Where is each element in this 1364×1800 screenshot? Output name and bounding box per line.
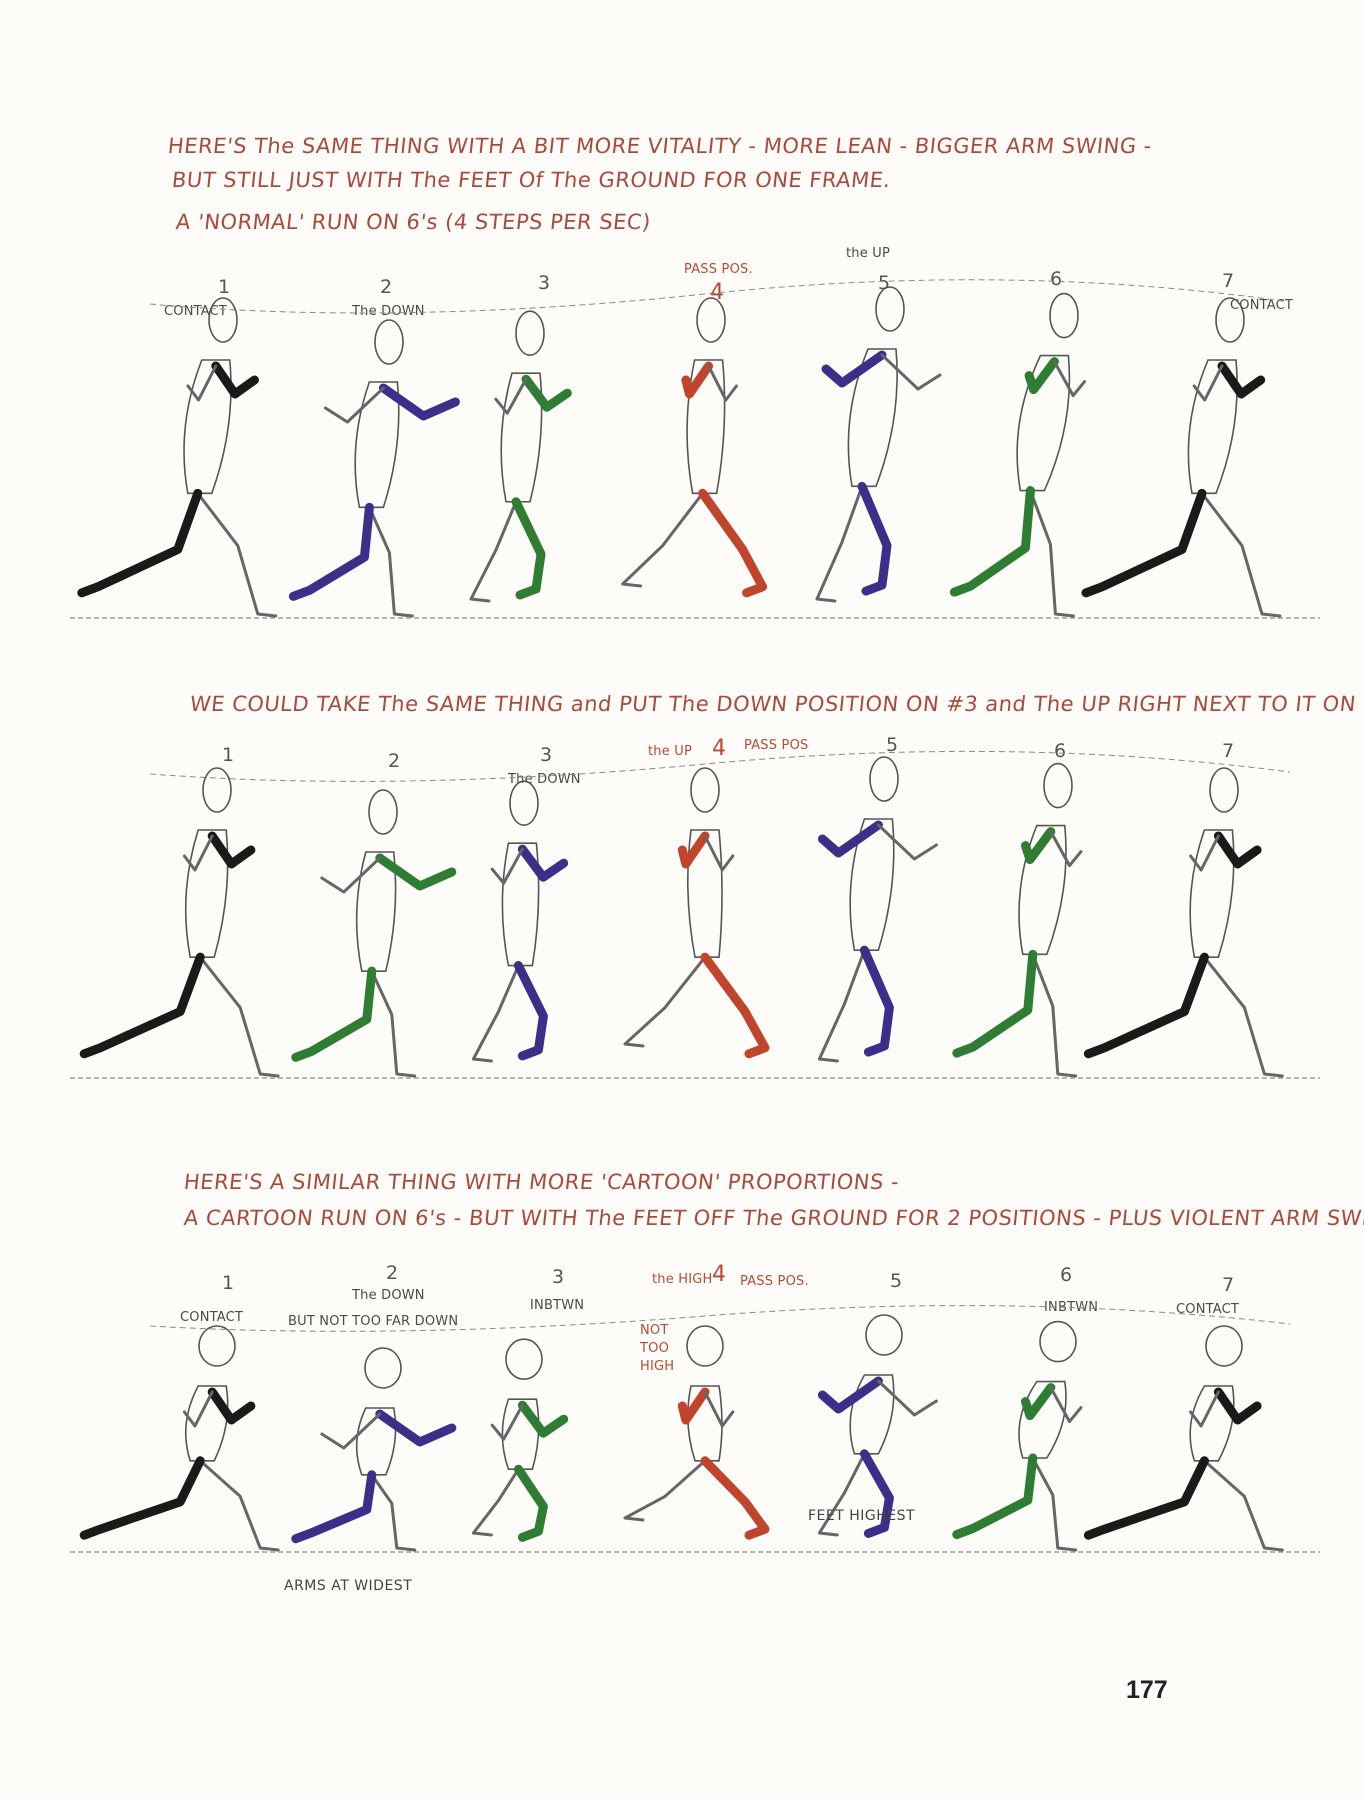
section3-intro-line-2: A CARTOON RUN ON 6's - BUT WITH The FEET… <box>182 1206 1364 1230</box>
s2-frame-7-number: 7 <box>1222 740 1235 762</box>
s3-frame-7-label: CONTACT <box>1176 1302 1240 1317</box>
runner-figure-2 <box>288 319 460 618</box>
runner-figure-4 <box>623 767 770 1059</box>
s3-frame-4-label-2: NOT TOO HIGH <box>640 1323 675 1374</box>
s2-frame-5-number: 5 <box>886 734 899 756</box>
s1-frame-4-label: PASS POS. <box>684 262 753 277</box>
runner-figure-7 <box>1081 297 1282 618</box>
page-number: 177 <box>1126 1676 1168 1704</box>
runner-figure-7 <box>1083 767 1284 1078</box>
section2-intro-line-1: WE COULD TAKE The SAME THING and PUT The… <box>188 692 1364 716</box>
s3-frame-1-number: 1 <box>222 1272 235 1294</box>
s1-frame-6-number: 6 <box>1050 268 1063 290</box>
section1-intro-line-2: BUT STILL JUST WITH The FEET Of The GROU… <box>170 168 892 192</box>
section1-run-cycle <box>70 279 1320 619</box>
s3-frame-6-number: 6 <box>1060 1264 1073 1286</box>
head-arc-guide <box>149 750 1291 782</box>
s3-frame-7-number: 7 <box>1222 1274 1235 1296</box>
runner-figure-6 <box>952 762 1083 1078</box>
runner-figure-6 <box>952 1320 1083 1552</box>
s3-frame-1-label: CONTACT <box>180 1310 244 1325</box>
s1-frame-7-number: 7 <box>1222 270 1235 292</box>
s3-frame-4-number: 4 <box>712 1262 727 1287</box>
section3-run-cycle <box>70 1305 1320 1553</box>
runner-figure-3 <box>469 310 572 603</box>
section1-intro-line-1: HERE'S The SAME THING WITH A BIT MORE VI… <box>166 134 1154 158</box>
section3-intro-line-1: HERE'S A SIMILAR THING WITH MORE 'CARTOO… <box>182 1170 901 1194</box>
section2-run-cycle <box>70 750 1320 1079</box>
s3-frame-4-label: the HIGH <box>652 1272 713 1287</box>
runner-figure-1 <box>79 1325 280 1552</box>
s3-frame-2-label-2: BUT NOT TOO FAR DOWN <box>288 1314 459 1329</box>
s3-frame-2-number: 2 <box>386 1262 399 1284</box>
s2-frame-4-label: the UP <box>648 744 693 759</box>
s2-frame-3-number: 3 <box>540 744 553 766</box>
s1-frame-2-label: The DOWN <box>352 304 425 319</box>
s2-frame-1-number: 1 <box>222 744 235 766</box>
s3-frame-3-label: INBTWN <box>530 1298 585 1313</box>
runner-figure-4 <box>623 1325 770 1540</box>
runner-figure-7 <box>1083 1325 1284 1552</box>
section1-intro-line-3: A 'NORMAL' RUN ON 6's (4 STEPS PER SEC) <box>174 210 653 234</box>
arms-at-widest-note: ARMS AT WIDEST <box>284 1578 413 1594</box>
s1-frame-5-number: 5 <box>878 272 891 294</box>
s2-frame-4-number: 4 <box>712 736 727 761</box>
feet-highest-note: FEET HIGHEST <box>808 1508 916 1524</box>
runner-figure-2 <box>291 1347 457 1552</box>
s2-frame-2-number: 2 <box>388 750 401 772</box>
s2-frame-6-number: 6 <box>1054 740 1067 762</box>
runner-figure-5 <box>815 286 942 603</box>
s1-frame-2-number: 2 <box>380 276 393 298</box>
s1-frame-5-label: the UP <box>846 246 891 261</box>
head-arc-guide <box>149 279 1291 314</box>
s3-frame-4-label-3: PASS POS. <box>740 1274 809 1289</box>
runner-figure-5 <box>817 1314 938 1538</box>
s3-frame-2-label: The DOWN <box>352 1288 425 1303</box>
s1-frame-3-number: 3 <box>538 272 551 294</box>
s3-frame-5-number: 5 <box>890 1270 903 1292</box>
s1-frame-7-label: CONTACT <box>1230 298 1294 313</box>
runner-figure-3 <box>471 780 569 1063</box>
s1-frame-1-number: 1 <box>218 276 231 298</box>
s3-frame-3-number: 3 <box>552 1266 565 1288</box>
runner-figure-1 <box>79 767 280 1078</box>
runner-figure-6 <box>949 292 1087 618</box>
runner-figure-5 <box>817 756 938 1063</box>
head-arc-guide <box>149 1305 1291 1332</box>
runner-figure-3 <box>471 1338 569 1542</box>
s2-frame-4-label-2: PASS POS <box>744 738 809 753</box>
runner-figure-4 <box>621 297 768 598</box>
runner-figure-1 <box>77 297 278 618</box>
s2-frame-3-label: The DOWN <box>508 772 581 787</box>
runner-figure-2 <box>291 789 457 1078</box>
